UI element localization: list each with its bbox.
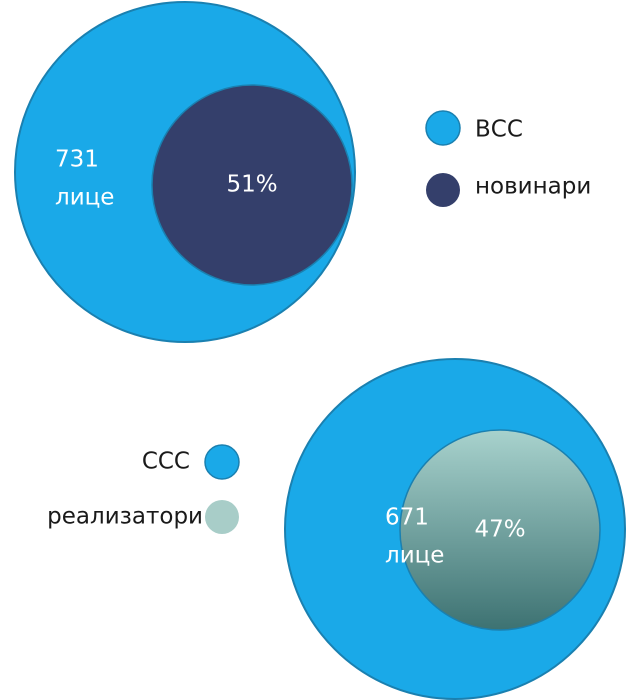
legend-swatch (204, 444, 240, 480)
legend-label: ВСС (475, 117, 523, 143)
unit: лице (55, 185, 114, 211)
legend-label: новинари (475, 174, 591, 200)
count: 671 (385, 505, 429, 531)
unit: лице (385, 543, 444, 569)
legend-swatch (425, 110, 461, 146)
inner-ellipse (151, 84, 353, 286)
legend-swatch (426, 173, 460, 207)
legend-label: ССС (142, 449, 190, 475)
inner-ellipse (399, 429, 601, 631)
legend-swatch (205, 500, 239, 534)
legend-label: реализатори (47, 504, 203, 530)
count: 731 (55, 147, 99, 173)
share: 51% (226, 172, 277, 198)
share: 47% (474, 517, 525, 543)
